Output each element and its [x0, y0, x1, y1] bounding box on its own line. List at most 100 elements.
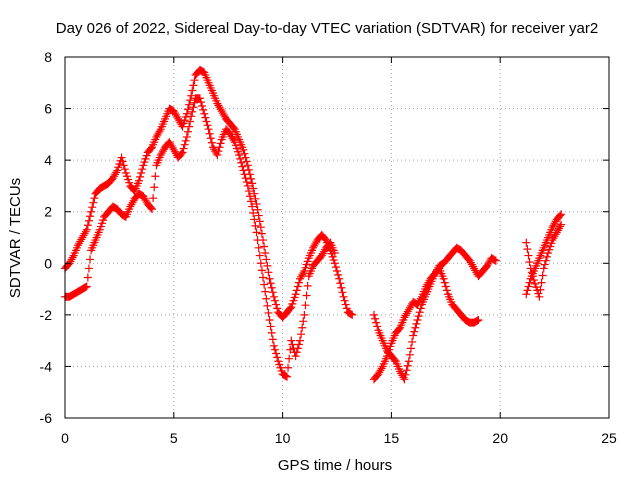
data-point: [182, 109, 191, 118]
data-point: [134, 176, 143, 185]
data-point: [146, 203, 155, 212]
data-point: [412, 319, 421, 328]
data-point: [523, 245, 532, 254]
data-point: [239, 145, 248, 154]
data-point: [339, 292, 348, 301]
data-point: [291, 290, 300, 299]
data-point: [253, 236, 262, 245]
data-point: [265, 274, 274, 283]
data-point: [539, 264, 548, 273]
data-point: [556, 211, 565, 220]
data-point: [522, 238, 531, 247]
data-point: [257, 266, 266, 275]
data-point: [490, 256, 499, 265]
data-point: [285, 354, 294, 363]
data-point: [337, 283, 346, 292]
data-point: [244, 165, 253, 174]
data-point: [148, 205, 157, 214]
data-point: [410, 327, 419, 336]
data-point: [187, 91, 196, 100]
data-point: [188, 86, 197, 95]
data-point: [83, 273, 92, 282]
data-point: [260, 242, 269, 251]
data-point: [268, 288, 277, 297]
data-point: [270, 345, 279, 354]
data-point: [267, 328, 276, 337]
data-point: [535, 292, 544, 301]
data-point: [413, 316, 422, 325]
data-point: [264, 268, 273, 277]
data-point: [286, 304, 295, 313]
data-point: [331, 263, 340, 272]
data-point: [263, 261, 272, 270]
data-point: [259, 273, 268, 282]
data-point: [262, 294, 271, 303]
data-point: [83, 221, 92, 230]
x-tick-label: 15: [384, 430, 400, 446]
data-point: [202, 117, 211, 126]
data-point: [138, 165, 147, 174]
data-point: [270, 296, 279, 305]
y-tick-label: 6: [44, 101, 52, 117]
data-point: [369, 310, 378, 319]
data-point: [293, 282, 302, 291]
data-point: [182, 132, 191, 141]
data-point: [250, 215, 259, 224]
y-tick-label: 2: [44, 204, 52, 220]
data-point: [188, 107, 197, 116]
data-point: [405, 350, 414, 359]
data-point: [263, 301, 272, 310]
data-point: [300, 310, 309, 319]
data-point: [137, 169, 146, 178]
data-point: [272, 349, 281, 358]
data-point: [292, 348, 301, 357]
data-point: [409, 331, 418, 340]
data-point: [402, 366, 411, 375]
data-point: [248, 202, 257, 211]
data-point: [197, 98, 205, 107]
data-point: [150, 183, 159, 192]
data-point: [281, 372, 290, 381]
data-point: [180, 140, 189, 149]
axis-ticks: [64, 56, 610, 419]
data-point: [238, 162, 247, 171]
data-point: [284, 363, 293, 372]
data-point: [411, 323, 420, 332]
data-point: [541, 256, 550, 265]
data-point: [303, 281, 312, 290]
data-point: [266, 322, 275, 331]
data-point: [523, 286, 532, 295]
data-point: [414, 312, 423, 321]
y-tick-label: -2: [40, 307, 53, 323]
data-point: [491, 256, 500, 265]
data-point: [400, 375, 409, 384]
data-point: [190, 76, 199, 85]
data-point: [473, 316, 482, 325]
data-point: [401, 370, 410, 379]
data-point: [240, 170, 249, 179]
data-point: [524, 251, 533, 260]
data-point: [178, 148, 187, 157]
data-point: [373, 322, 382, 331]
data-point: [200, 109, 209, 118]
data-point: [341, 300, 350, 309]
data-point: [181, 136, 190, 145]
x-tick-labels: 0 5 10 15 20 25: [61, 430, 617, 446]
data-point: [338, 288, 347, 297]
data-point: [273, 304, 282, 313]
data-point: [239, 166, 248, 175]
data-point: [195, 94, 204, 103]
data-point: [336, 279, 345, 288]
series-group: [61, 94, 339, 381]
data-point: [207, 138, 216, 147]
data-point: [235, 150, 244, 159]
data-point: [241, 174, 250, 183]
data-point: [261, 248, 270, 257]
data-point: [298, 270, 307, 279]
data-point: [538, 271, 547, 280]
data-point: [199, 105, 208, 114]
series-group: [369, 243, 500, 384]
y-tick-label: 0: [44, 255, 52, 271]
data-point: [253, 205, 262, 214]
data-point: [525, 257, 534, 266]
